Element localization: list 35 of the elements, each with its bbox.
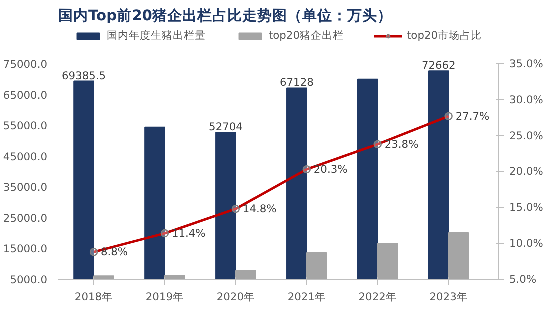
y-tick-label: 35000.0 [3, 181, 48, 194]
data-label: 14.8% [242, 202, 277, 216]
y-tick-label: 15000.0 [3, 242, 48, 256]
y2-tick-label: 10.0% [510, 237, 544, 250]
legend-label: top20猪企出栏 [268, 29, 344, 43]
y-tick-label: 45000.0 [3, 150, 48, 164]
data-label: 11.4% [172, 227, 206, 240]
data-label: 27.7% [456, 110, 490, 123]
y-tick-label: 75000.0 [3, 58, 48, 71]
data-label: 69385.5 [62, 69, 106, 82]
y-tick-label: 25000.0 [3, 212, 48, 225]
y2-tick-label: 25.0% [510, 129, 544, 142]
data-label: 52704 [209, 120, 244, 134]
y2-tick-label: 15.0% [510, 201, 544, 214]
y2-tick-label: 5.0% [510, 273, 537, 286]
x-tick-label: 2019年 [146, 290, 184, 304]
y2-tick-label: 20.0% [510, 165, 544, 178]
chart-title: 国内Top前20猪企出栏占比走势图（单位：万头） [58, 8, 393, 24]
y2-tick-label: 35.0% [510, 57, 544, 70]
y2-tick-label: 30.0% [510, 93, 544, 106]
x-tick-label: 2018年 [74, 290, 114, 304]
x-tick-label: 2023年 [430, 290, 468, 304]
y-tick-label: 55000.0 [3, 120, 48, 133]
data-label: 23.8% [384, 138, 419, 151]
data-label: 20.3% [314, 163, 348, 176]
data-label: 8.8% [100, 246, 128, 259]
data-label: 72662 [422, 59, 456, 72]
y-tick-label: 5000.0 [10, 274, 48, 286]
data-label: 67128 [280, 76, 314, 90]
x-tick-label: 2021年 [288, 290, 326, 304]
x-tick-label: 2020年 [216, 290, 255, 304]
legend-label: top20市场占比 [407, 29, 482, 43]
x-tick-label: 2022年 [358, 290, 397, 304]
y-tick-label: 65000.0 [3, 88, 48, 102]
legend-label: 国内年度生猪出栏量 [106, 29, 206, 43]
